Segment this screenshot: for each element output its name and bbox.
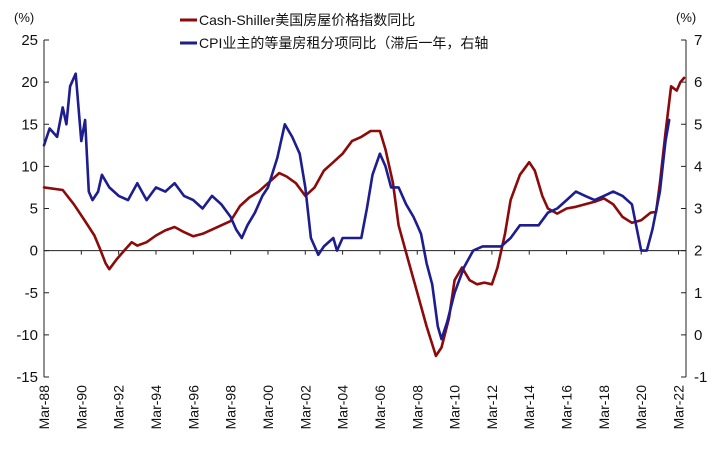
x-tick-label: Mar-94 (148, 385, 164, 430)
x-tick-label: Mar-90 (73, 385, 89, 430)
x-tick-label: Mar-10 (447, 385, 463, 430)
right-tick-label: -1 (694, 369, 707, 386)
x-tick-label: Mar-96 (185, 385, 201, 430)
x-tick-label: Mar-08 (409, 385, 425, 430)
left-axis-unit: (%) (14, 10, 34, 25)
x-tick-label: Mar-02 (297, 385, 313, 430)
legend-label-cpi-oer: CPI业主的等量房租分项同比（滞后一年，右轴 (199, 35, 488, 51)
right-tick-label: 2 (694, 243, 702, 260)
legend-label-case-shiller: Cash-Shiller美国房屋价格指数同比 (199, 12, 415, 28)
left-tick-label: 15 (21, 116, 38, 133)
x-tick-label: Mar-14 (521, 385, 537, 430)
left-tick-label: 20 (21, 74, 38, 91)
left-tick-label: 25 (21, 32, 38, 49)
legend: Cash-Shiller美国房屋价格指数同比 CPI业主的等量房租分项同比（滞后… (180, 12, 488, 51)
left-tick-label: -10 (16, 327, 38, 344)
right-axis-unit: (%) (676, 10, 696, 25)
x-tick-label: Mar-22 (671, 385, 687, 430)
x-tick-label: Mar-20 (633, 385, 649, 430)
right-tick-label: 0 (694, 327, 702, 344)
right-tick-label: 7 (694, 32, 702, 49)
right-tick-label: 1 (694, 285, 702, 302)
left-tick-label: 5 (30, 201, 38, 218)
x-tick-label: Mar-18 (596, 385, 612, 430)
left-tick-label: -5 (25, 285, 38, 302)
x-tick-label: Mar-04 (335, 385, 351, 430)
series-lines (42, 72, 686, 358)
right-tick-label: 5 (694, 116, 702, 133)
left-tick-label: 0 (30, 243, 38, 260)
left-tick-label: -15 (16, 369, 38, 386)
series-line-cpi-oer (42, 72, 671, 341)
series-line-case-shiller (42, 76, 686, 358)
x-tick-label: Mar-00 (260, 385, 276, 430)
x-tick-label: Mar-12 (484, 385, 500, 430)
right-tick-label: 6 (694, 74, 702, 91)
right-tick-label: 4 (694, 158, 702, 175)
x-tick-label: Mar-06 (372, 385, 388, 430)
x-tick-label: Mar-16 (559, 385, 575, 430)
x-tick-label: Mar-92 (111, 385, 127, 430)
x-tick-label: Mar-98 (223, 385, 239, 430)
left-tick-label: 10 (21, 158, 38, 175)
x-tick-label: Mar-88 (36, 385, 52, 430)
right-tick-label: 3 (694, 201, 702, 218)
